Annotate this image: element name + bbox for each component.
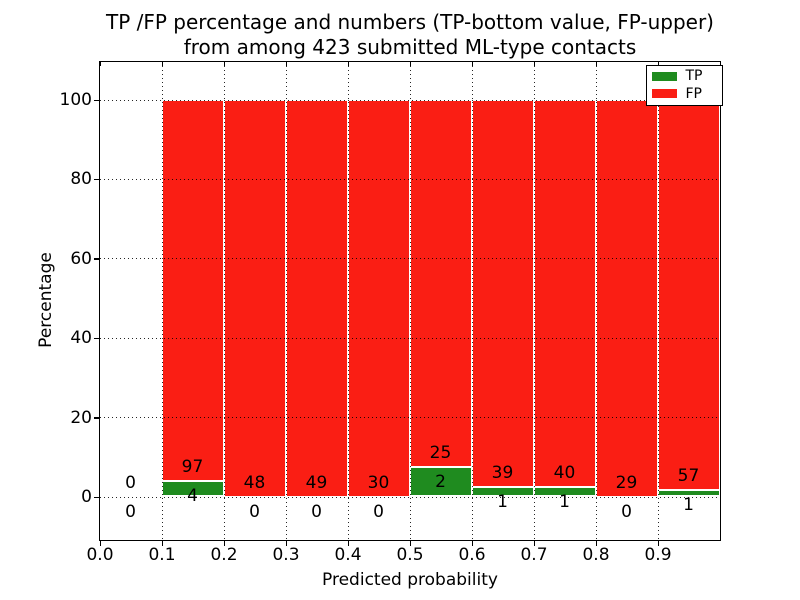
tp-count-label: 0 <box>311 501 322 522</box>
fp-count-label: 0 <box>125 472 136 493</box>
fp-count-label: 49 <box>305 472 328 493</box>
x-tick-label: 0.0 <box>86 545 114 565</box>
x-axis-top-tick <box>223 62 225 66</box>
y-axis-tick <box>94 178 100 181</box>
vertical-gridline <box>409 61 411 540</box>
x-axis-top-tick <box>657 62 659 66</box>
y-tick-label: 80 <box>70 169 92 190</box>
fp-count-label: 29 <box>615 472 638 493</box>
tp-count-label: 1 <box>559 491 570 512</box>
x-axis-tick <box>533 540 535 546</box>
y-tick-label: 60 <box>70 248 92 269</box>
y-axis-tick <box>94 496 100 498</box>
fp-count-label: 57 <box>677 465 700 486</box>
x-axis-tick <box>223 540 225 546</box>
fp-count-label: 39 <box>491 462 514 483</box>
tp-count-label: 4 <box>187 485 198 506</box>
x-axis-top-tick <box>285 62 287 66</box>
y-axis-tick <box>94 417 100 419</box>
x-axis-top-tick <box>99 62 101 66</box>
legend-label-fp: FP <box>685 85 703 102</box>
vertical-gridline <box>285 61 287 540</box>
y-axis-tick <box>94 99 100 101</box>
plot-area: 0 0 97 4 48 0 49 0 30 0 25 2 39 1 40 1 29 0 57 1 TP FP <box>98 60 723 541</box>
x-axis-tick <box>595 540 597 546</box>
x-axis-tick <box>99 540 101 546</box>
x-axis-tick <box>285 540 287 546</box>
x-axis-top-tick <box>409 62 411 66</box>
x-axis-top-tick <box>533 62 535 66</box>
fp-bar-segment <box>223 99 286 497</box>
y-tick-label: 20 <box>70 407 92 428</box>
y-axis-label: Percentage <box>36 252 56 348</box>
x-tick-label: 0.9 <box>644 545 672 565</box>
x-tick-label: 0.4 <box>334 545 362 565</box>
chart-title-line2: from among 423 submitted ML-type contact… <box>183 35 637 59</box>
fp-bar-segment <box>285 99 348 497</box>
x-tick-label: 0.3 <box>272 545 300 565</box>
vertical-gridline <box>533 61 535 540</box>
y-tick-label: 40 <box>70 328 92 349</box>
x-axis-top-tick <box>595 62 597 66</box>
fp-count-label: 25 <box>429 443 452 464</box>
fp-bar-segment <box>657 99 720 490</box>
fp-count-label: 40 <box>553 462 576 483</box>
x-tick-label: 0.7 <box>520 545 548 565</box>
legend-entry-tp: TP <box>651 68 717 85</box>
fp-count-label: 48 <box>243 472 266 493</box>
x-axis-top-tick <box>471 62 473 66</box>
grid-layer <box>99 61 720 540</box>
vertical-gridline <box>347 61 349 540</box>
x-tick-label: 0.1 <box>148 545 176 565</box>
legend: TP FP <box>645 64 723 106</box>
x-axis-top-tick <box>347 62 349 66</box>
x-tick-label: 0.2 <box>210 545 238 565</box>
y-tick-label: 100 <box>59 90 92 110</box>
y-tick-label: 0 <box>81 487 92 507</box>
fp-legend-swatch-icon <box>651 89 677 99</box>
vertical-gridline <box>161 61 163 540</box>
bar-value-labels-layer: 0 0 97 4 48 0 49 0 30 0 25 2 39 1 40 1 29 0 57 1 <box>100 62 720 540</box>
tp-count-label: 0 <box>373 501 384 522</box>
vertical-gridline <box>595 61 597 540</box>
tp-count-label: 2 <box>435 472 446 493</box>
x-axis-top-tick <box>161 62 163 66</box>
x-axis-tick <box>657 540 659 546</box>
fp-count-label: 97 <box>181 456 204 477</box>
tp-count-label: 0 <box>621 501 632 522</box>
chart-title-line1: TP /FP percentage and numbers (TP-bottom… <box>106 10 714 34</box>
vertical-gridline <box>657 61 659 540</box>
legend-label-tp: TP <box>685 68 703 85</box>
chart-title: TP /FP percentage and numbers (TP-bottom… <box>20 10 800 60</box>
x-axis-tick <box>409 540 411 546</box>
fp-bar-segment <box>533 99 596 487</box>
fp-count-label: 30 <box>367 472 390 493</box>
tp-count-label: 1 <box>683 494 694 515</box>
x-axis-tick <box>471 540 473 546</box>
tp-count-label: 0 <box>249 501 260 522</box>
tp-legend-swatch-icon <box>651 71 677 81</box>
x-axis-label: Predicted probability <box>322 570 498 590</box>
vertical-gridline <box>223 61 225 540</box>
x-tick-label: 0.6 <box>458 545 486 565</box>
bars-layer <box>100 62 720 540</box>
tp-count-label: 1 <box>497 491 508 512</box>
legend-entry-fp: FP <box>651 85 717 102</box>
y-axis-tick <box>94 337 100 340</box>
vertical-gridline <box>471 61 473 540</box>
x-axis-tick <box>161 540 163 546</box>
y-axis-tick <box>94 258 100 260</box>
x-tick-label: 0.5 <box>396 545 424 565</box>
x-tick-label: 0.8 <box>582 545 610 565</box>
fp-bar-segment <box>471 99 534 487</box>
x-axis-tick <box>347 540 349 546</box>
tp-count-label: 0 <box>125 501 136 522</box>
